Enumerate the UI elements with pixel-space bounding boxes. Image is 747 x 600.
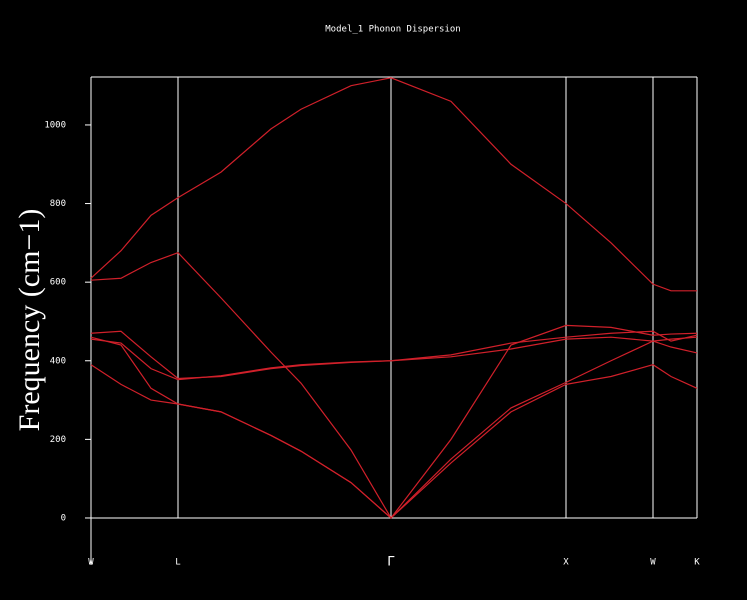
dispersion-branch — [90, 330, 698, 380]
dispersion-branch — [90, 251, 698, 520]
y-tick-label: 200 — [50, 435, 66, 445]
x-tick-label: W — [88, 558, 94, 568]
dispersion-branch — [90, 330, 698, 381]
y-tick-label: 600 — [50, 278, 66, 288]
dispersion-branch — [90, 336, 698, 519]
dispersion-branch — [90, 364, 698, 519]
y-tick-label: 1000 — [44, 120, 66, 130]
x-tick-label: Γ — [387, 555, 395, 570]
x-tick-label: L — [175, 558, 180, 568]
x-tick-label: X — [563, 558, 569, 568]
dispersion-branch — [90, 77, 697, 292]
y-tick-label: 400 — [50, 356, 66, 366]
chart-title: Model_1 Phonon Dispersion — [325, 25, 460, 35]
y-tick-label: 800 — [50, 199, 66, 209]
x-tick-label: K — [694, 558, 700, 568]
y-tick-label: 0 — [61, 513, 66, 523]
y-axis-label: Frequency (cm−1) — [13, 209, 46, 432]
x-tick-label: W — [650, 558, 656, 568]
